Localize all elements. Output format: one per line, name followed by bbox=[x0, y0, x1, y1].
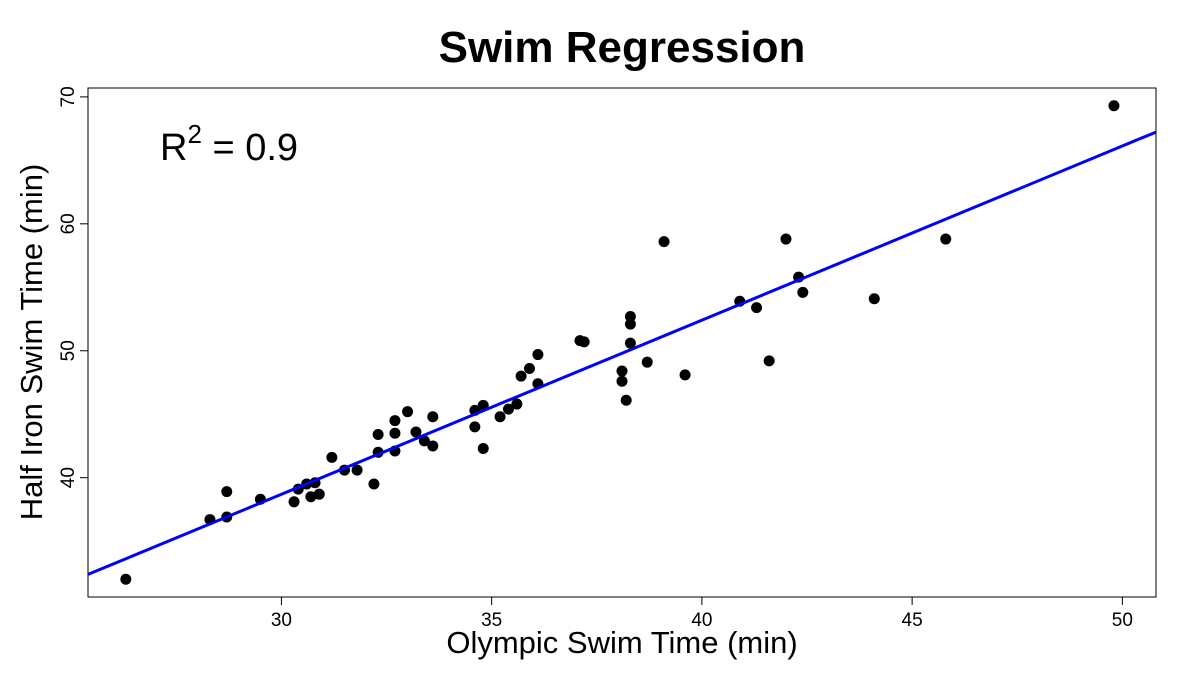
data-point bbox=[868, 293, 880, 305]
data-point bbox=[389, 415, 401, 427]
data-point bbox=[427, 440, 439, 452]
data-point bbox=[578, 336, 590, 348]
x-tick-label: 30 bbox=[271, 610, 292, 631]
data-point bbox=[658, 236, 670, 248]
data-point bbox=[1108, 100, 1120, 112]
data-point bbox=[221, 486, 233, 498]
data-point bbox=[780, 233, 792, 245]
data-point bbox=[305, 491, 317, 503]
data-point bbox=[351, 464, 363, 476]
data-point bbox=[616, 375, 628, 387]
data-point bbox=[641, 356, 653, 368]
data-point bbox=[679, 369, 691, 381]
data-point bbox=[515, 370, 527, 382]
svg-text:R2 = 0.9: R2 = 0.9 bbox=[160, 119, 298, 169]
x-tick-label: 35 bbox=[481, 610, 502, 631]
x-tick-label: 40 bbox=[691, 610, 712, 631]
data-point bbox=[511, 398, 523, 410]
data-point bbox=[427, 411, 439, 423]
data-point bbox=[368, 478, 380, 490]
y-tick-label: 40 bbox=[58, 467, 79, 488]
data-point bbox=[477, 442, 489, 454]
data-point bbox=[797, 286, 809, 298]
data-point bbox=[624, 318, 636, 330]
y-tick-label: 50 bbox=[58, 340, 79, 361]
r-squared-annotation: R2 = 0.9 bbox=[160, 119, 298, 169]
y-tick-label: 70 bbox=[58, 86, 79, 107]
data-point bbox=[469, 421, 481, 433]
annotation-base: R bbox=[160, 127, 187, 169]
x-tick-label: 50 bbox=[1112, 610, 1133, 631]
data-point bbox=[494, 411, 506, 423]
data-point bbox=[532, 349, 544, 361]
x-axis-label: Olympic Swim Time (min) bbox=[446, 625, 797, 660]
data-point bbox=[940, 233, 952, 245]
data-point bbox=[502, 403, 514, 415]
chart-title: Swim Regression bbox=[439, 23, 806, 72]
data-point bbox=[418, 435, 430, 447]
x-tick-label: 45 bbox=[902, 610, 923, 631]
x-axis: 30 35 40 45 50 bbox=[271, 596, 1133, 631]
data-point bbox=[624, 337, 636, 349]
data-point bbox=[616, 365, 628, 377]
annotation-sup: 2 bbox=[187, 119, 201, 149]
data-point bbox=[313, 488, 325, 500]
data-point bbox=[410, 426, 422, 438]
data-point bbox=[288, 496, 300, 508]
annotation-rest: = 0.9 bbox=[202, 127, 298, 169]
data-point bbox=[402, 406, 414, 418]
y-axis-label: Half Iron Swim Time (min) bbox=[14, 164, 49, 521]
data-point bbox=[326, 451, 338, 463]
data-point bbox=[523, 363, 535, 375]
data-point bbox=[372, 429, 384, 441]
data-point bbox=[624, 310, 636, 322]
y-axis: 40 50 60 70 bbox=[58, 86, 89, 488]
data-point bbox=[763, 355, 775, 367]
data-points bbox=[120, 100, 1120, 585]
data-point bbox=[751, 302, 763, 314]
data-point bbox=[389, 427, 401, 439]
data-point bbox=[120, 573, 132, 585]
y-tick-label: 60 bbox=[58, 213, 79, 234]
regression-line bbox=[88, 130, 1156, 576]
data-point bbox=[620, 394, 632, 406]
